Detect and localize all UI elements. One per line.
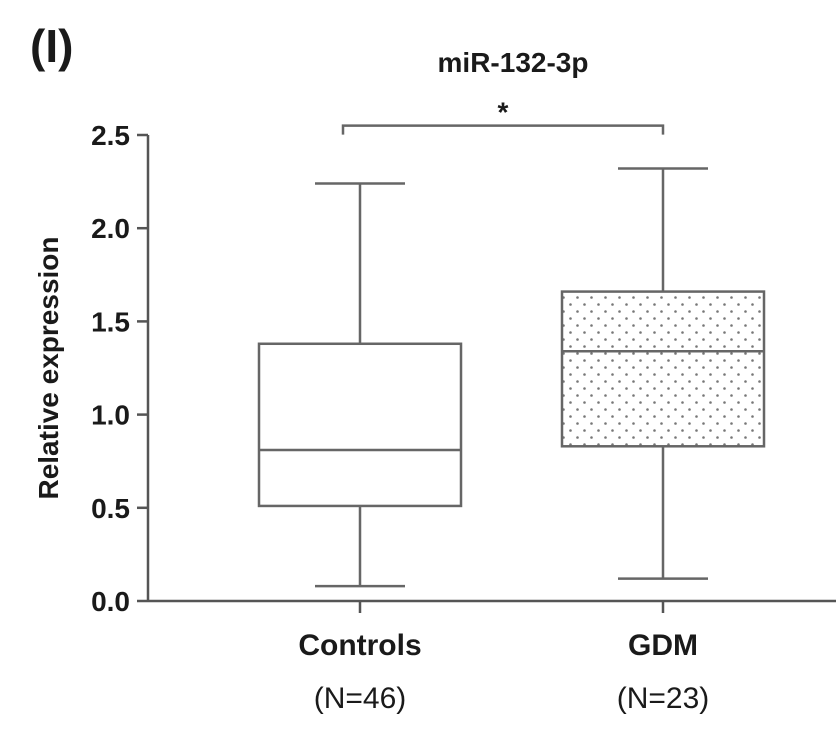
iqr-box: [257, 342, 463, 508]
y-tick-label: 2.0: [91, 213, 130, 244]
y-tick-label: 2.5: [91, 120, 130, 151]
chart-title: miR-132-3p: [438, 47, 589, 78]
category-label: Controls: [298, 629, 421, 662]
box-controls: Controls (N=46): [257, 182, 463, 715]
category-label: GDM: [628, 629, 698, 662]
sample-size-label: (N=23): [617, 682, 710, 715]
y-axis-label: Relative expression: [33, 236, 64, 499]
y-tick-label: 0.0: [91, 586, 130, 617]
boxes: Controls (N=46) GDM (N=23): [257, 167, 766, 715]
panel-label: (I): [30, 20, 73, 72]
sample-size-label: (N=46): [314, 682, 407, 715]
y-tick-label: 0.5: [91, 493, 130, 524]
iqr-box: [560, 290, 766, 448]
y-tick-label: 1.0: [91, 400, 130, 431]
significance-annotation: *: [341, 97, 665, 135]
y-tick-label: 1.5: [91, 306, 130, 337]
axes: 0.0 0.5 1.0 1.5 2.0 2.5: [91, 120, 836, 617]
significance-star: *: [498, 97, 509, 128]
significance-bracket: [341, 124, 665, 135]
box-gdm: GDM (N=23): [560, 167, 766, 715]
